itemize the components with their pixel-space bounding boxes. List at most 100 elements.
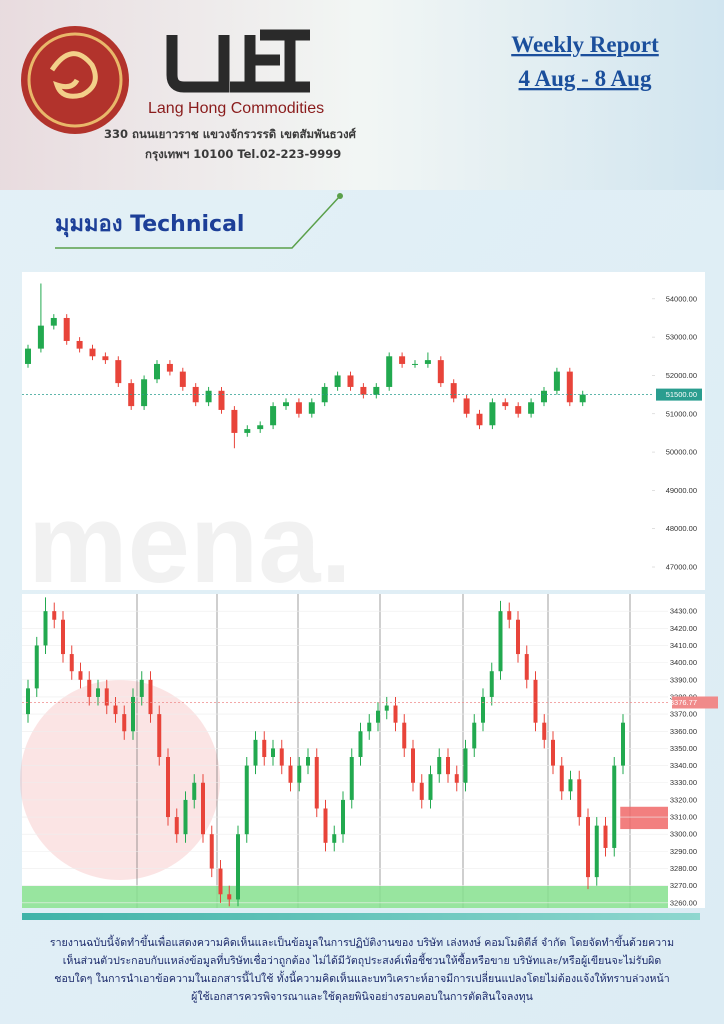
y-tick-label: 52000.00	[666, 371, 697, 380]
candle-body	[533, 679, 538, 723]
candle-body	[559, 765, 564, 792]
y-tick-label: 3260.00	[670, 898, 697, 907]
disclaimer-line: เห็นส่วนตัวประกอบกับแหล่งข้อมูลที่บริษัท…	[63, 952, 662, 967]
candle-body	[516, 619, 520, 655]
last-price-label: 3376.77	[670, 698, 697, 707]
y-tick-label: 3410.00	[670, 641, 697, 650]
candle-body	[113, 705, 118, 715]
candle-body	[218, 390, 225, 410]
candle-body	[332, 834, 337, 843]
brand-mark	[166, 29, 310, 93]
address: 330 ถนนเยาวราช แขวงจักรวรรดิ เขตสัมพันธว…	[104, 127, 357, 141]
y-tick-label: 3290.00	[670, 847, 697, 856]
candle-body	[321, 386, 328, 403]
candle-body	[437, 757, 442, 775]
candle-body	[334, 375, 341, 387]
last-price-label: 51500.00	[666, 390, 697, 399]
candle-body	[262, 739, 267, 758]
candle-body	[577, 779, 582, 818]
candle-body	[586, 817, 590, 878]
candle-body	[50, 317, 57, 326]
y-tick-label: 3280.00	[670, 864, 697, 873]
candle-body	[43, 611, 48, 646]
disclaimer-line: ชอบใดๆ ในการนำเอาข้อความในเอกสารนี้ไปใช้…	[54, 970, 669, 985]
candle-body	[393, 705, 398, 723]
candle-body	[78, 671, 83, 680]
candle-body	[507, 611, 512, 620]
candle-body	[386, 356, 393, 387]
candle-body	[253, 739, 258, 766]
candle-body	[102, 356, 109, 361]
candle-body	[373, 386, 380, 395]
candle-body	[205, 390, 212, 403]
candle-body	[139, 679, 144, 697]
candle-body	[115, 360, 122, 384]
candle-body	[579, 394, 586, 403]
candle-body	[498, 611, 503, 672]
candle-body	[376, 710, 380, 723]
y-tick-label: 53000.00	[666, 333, 697, 342]
chart-panel	[22, 594, 705, 908]
candle-body	[419, 782, 424, 800]
candle-body	[360, 386, 367, 395]
candle-body	[141, 379, 148, 407]
candle-body	[412, 363, 418, 365]
y-tick-label: 3400.00	[670, 658, 697, 667]
candle-body	[297, 765, 302, 783]
candle-body	[236, 834, 240, 900]
y-tick-label: 3310.00	[670, 813, 697, 822]
candle-body	[384, 705, 389, 711]
y-tick-label: 3330.00	[670, 778, 697, 787]
candle-body	[358, 731, 363, 758]
watermark: mena.	[28, 481, 352, 606]
candle-body	[481, 696, 485, 723]
candle-body	[476, 413, 483, 426]
candle-body	[528, 402, 535, 414]
candle-body	[306, 757, 310, 766]
y-tick-label: 3270.00	[670, 881, 697, 890]
candle-body	[201, 782, 205, 835]
y-tick-label: 49000.00	[666, 486, 697, 495]
candle-body	[166, 363, 173, 372]
report-title: Weekly Report	[511, 32, 659, 57]
candle-body	[231, 409, 238, 433]
y-tick-label: 3420.00	[670, 624, 697, 633]
candle-body	[76, 340, 83, 349]
candle-body	[87, 679, 92, 697]
disclaimer-line: ผู้ใช้เอกสารควรพิจารณาและใช้ดุลยพินิจอย่…	[191, 990, 533, 1003]
candle-body	[192, 782, 197, 800]
last-price-tag	[656, 388, 702, 401]
candle-body	[621, 722, 625, 766]
candle-body	[148, 679, 153, 715]
candle-body	[341, 799, 345, 835]
candle-body	[25, 348, 31, 364]
address: กรุงเทพฯ 10100 Tel.02-223-9999	[145, 147, 341, 162]
candle-body	[34, 645, 39, 689]
decor-circle	[20, 680, 220, 880]
candle-body	[489, 671, 494, 697]
y-tick-label: 47000.00	[666, 563, 697, 572]
candle-body	[308, 402, 315, 414]
zone	[620, 806, 668, 830]
candle-body	[314, 757, 319, 809]
section-title: มุมมอง Technical	[55, 212, 244, 238]
candle-body	[26, 688, 30, 715]
candle-body	[96, 688, 100, 697]
zone	[22, 885, 668, 908]
candle-body	[463, 748, 468, 783]
candle-body	[104, 688, 109, 706]
candle-body	[411, 748, 415, 783]
candle-body	[446, 757, 450, 775]
candle-body	[454, 774, 459, 783]
chart: 47000.00 48000.00 49000.00 50000.00 51000.00…	[22, 283, 702, 572]
y-tick-label: 3300.00	[670, 830, 697, 839]
candle-body	[568, 779, 573, 792]
candle-body	[450, 383, 457, 399]
y-tick-label: 51000.00	[666, 409, 697, 418]
candle-body	[154, 363, 160, 380]
candle-body	[271, 748, 275, 758]
y-tick-label: 3340.00	[670, 761, 697, 770]
candle-body	[218, 868, 223, 895]
candle-body	[131, 696, 135, 732]
candle-body	[551, 739, 555, 766]
